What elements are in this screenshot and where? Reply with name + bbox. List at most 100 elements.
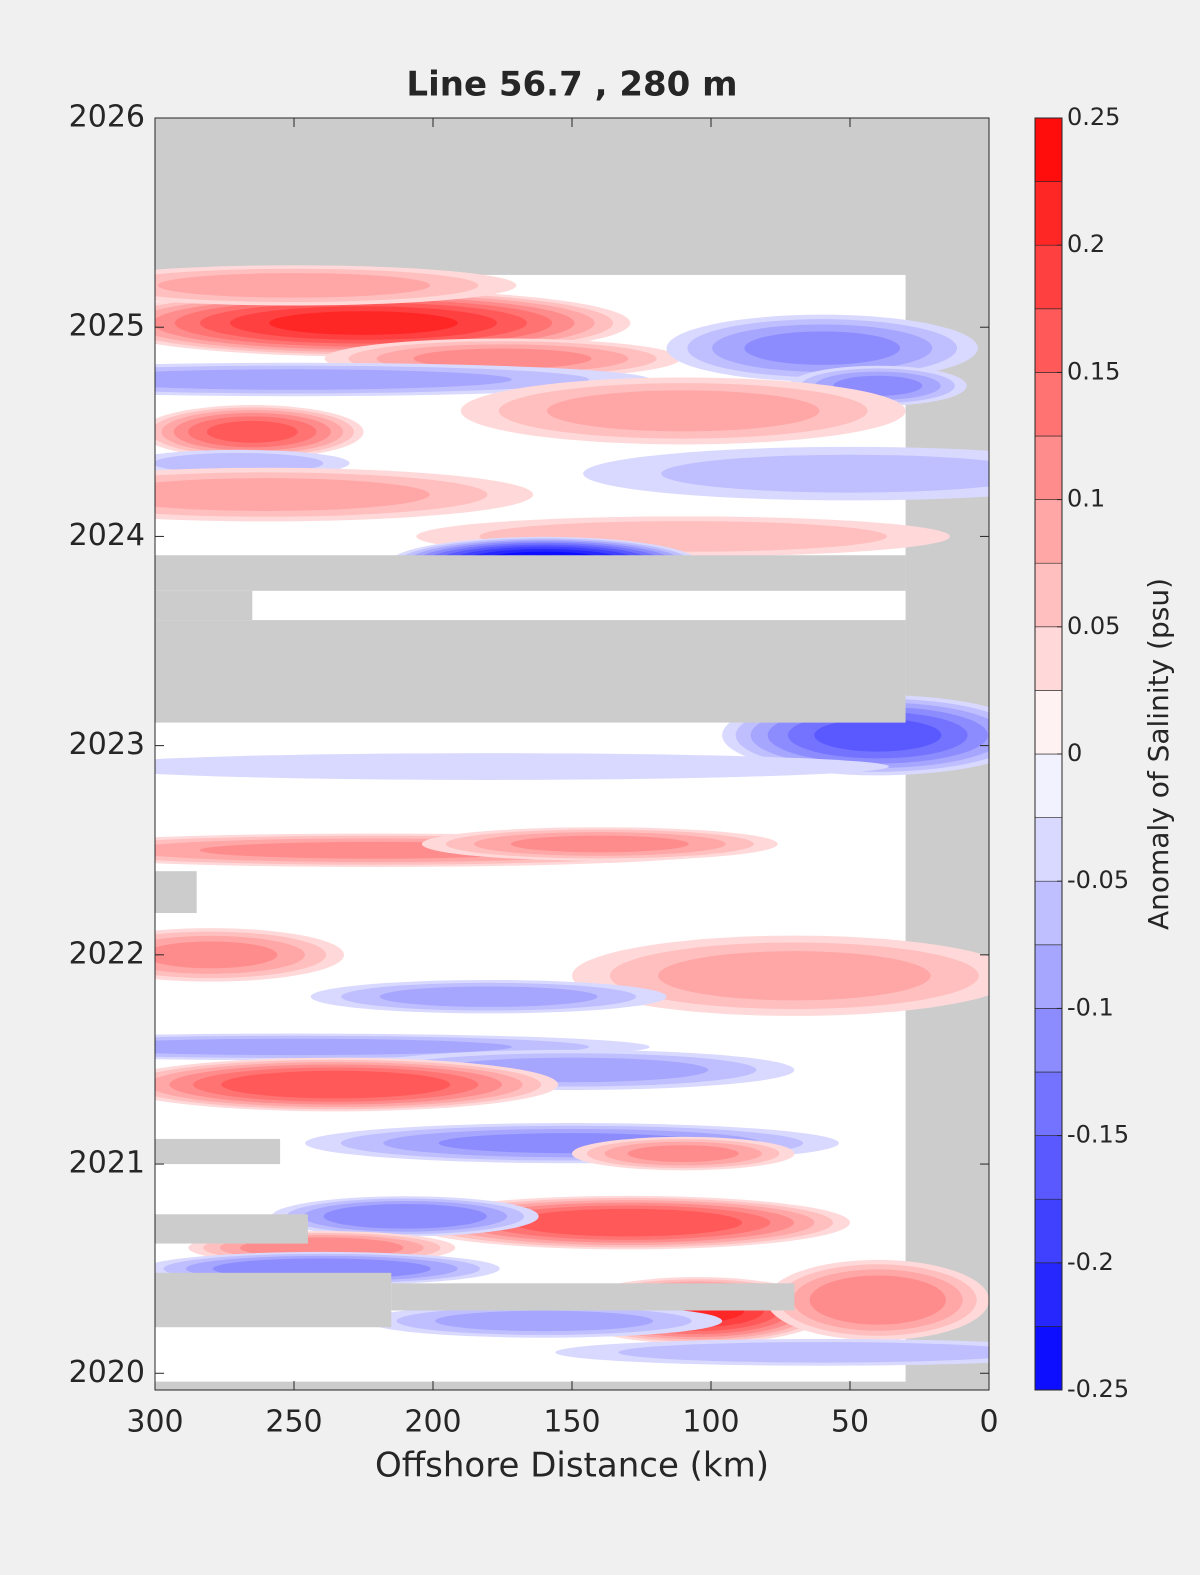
contour-band: [413, 348, 592, 369]
contour-band: [513, 1208, 743, 1237]
colorbar-band: [1034, 244, 1063, 310]
colorbar-tick-label: 0.1: [1067, 485, 1105, 513]
anomaly-feature: [155, 265, 517, 306]
colorbar-band: [1034, 880, 1063, 946]
x-tick-label: 250: [265, 1405, 322, 1440]
x-tick-label: 100: [682, 1405, 739, 1440]
y-tick-label: 2021: [69, 1146, 145, 1181]
y-tick-label: 2026: [69, 100, 145, 135]
colorbar-band: [1034, 690, 1063, 755]
colorbar-tick-label: -0.25: [1067, 1375, 1129, 1403]
anomaly-feature: [555, 1338, 989, 1366]
colorbar-band: [1034, 817, 1063, 882]
colorbar-tick-label: -0.15: [1067, 1121, 1129, 1149]
anomaly-feature: [155, 405, 364, 459]
y-tick-label: 2020: [69, 1355, 145, 1390]
colorbar-band: [1034, 1071, 1063, 1136]
contour-band: [155, 753, 889, 780]
colorbar-band: [1034, 626, 1063, 691]
x-tick-label: 0: [979, 1405, 998, 1440]
colorbar-band: [1034, 308, 1063, 373]
colorbar-band: [1034, 372, 1063, 437]
anomaly-feature: [155, 467, 533, 522]
contour-band: [627, 1145, 739, 1162]
missing-region: [155, 1214, 308, 1244]
y-tick-label: 2022: [69, 936, 145, 971]
anomaly-feature: [572, 935, 989, 1016]
anomaly-feature: [572, 1136, 795, 1171]
missing-region: [155, 871, 197, 913]
axes: 300 250 200 150 100 50 0 2020 2021 2022 2023 2024 20…: [69, 100, 999, 1440]
anomaly-feature: [366, 1304, 723, 1338]
colorbar-band: [1034, 1326, 1063, 1391]
contour-band: [809, 1275, 946, 1325]
anomaly-feature: [155, 289, 631, 357]
contour-band: [510, 835, 689, 853]
contour-band: [323, 1204, 487, 1229]
colorbar-tick-label: -0.05: [1067, 866, 1129, 894]
colorbar-band: [1034, 117, 1063, 182]
colorbar-band: [1034, 562, 1063, 628]
contour-band: [206, 420, 298, 443]
contour-band: [379, 986, 598, 1007]
contour-band: [221, 1070, 451, 1099]
missing-region: [155, 1272, 392, 1328]
colorbar-band: [1034, 1262, 1063, 1327]
x-tick-label: 50: [831, 1405, 869, 1440]
colorbar-tick-label: -0.1: [1067, 993, 1114, 1021]
colorbar-tick-label: 0.25: [1067, 103, 1120, 131]
colorbar-band: [1034, 1008, 1063, 1073]
contour-band: [157, 273, 431, 298]
anomaly-feature: [666, 314, 978, 382]
contour-band: [155, 478, 430, 511]
colorbar-tick-label: 0.05: [1067, 612, 1120, 640]
colorbar-tick-label: 0: [1067, 739, 1082, 767]
y-tick-label: 2025: [69, 309, 145, 344]
colorbar-band: [1034, 753, 1063, 818]
contour-band: [435, 1310, 654, 1332]
contour-band: [744, 331, 901, 365]
x-tick-label: 150: [543, 1405, 600, 1440]
colorbar-band: [1034, 499, 1063, 564]
contour-band: [269, 311, 458, 335]
x-axis-label: Offshore Distance (km): [375, 1446, 769, 1486]
contour-band: [155, 369, 512, 390]
missing-region: [155, 620, 906, 723]
y-tick-label: 2023: [69, 727, 145, 762]
contour-band: [547, 390, 820, 432]
anomaly-feature: [155, 928, 344, 982]
contour-band: [618, 1342, 989, 1363]
colorbar-label: Anomaly of Salinity (psu): [1142, 578, 1175, 930]
anomaly-feature: [271, 1196, 539, 1237]
missing-region: [155, 555, 906, 591]
anomaly-feature: [155, 1057, 559, 1112]
colorbar-band: [1034, 181, 1063, 246]
chart-title: Line 56.7 , 280 m: [406, 65, 737, 105]
anomaly-feature: [766, 1259, 989, 1341]
colorbar: 0.25 0.2 0.15 0.1 0.05 0 -0.05 -0.1 -0.15 -0.2 -0.…: [1034, 103, 1129, 1403]
colorbar-tick-label: -0.2: [1067, 1248, 1114, 1276]
anomaly-feature: [310, 979, 667, 1014]
plot-area: [155, 118, 989, 1390]
colorbar-tick-label: 0.2: [1067, 230, 1105, 258]
contour-band: [155, 1038, 512, 1056]
contour-band: [658, 951, 931, 1001]
missing-region: [391, 1283, 795, 1311]
anomaly-feature: [421, 827, 778, 861]
colorbar-band: [1034, 1135, 1063, 1200]
missing-region: [155, 1138, 281, 1165]
y-tick-label: 2024: [69, 518, 145, 553]
colorbar-band: [1034, 944, 1063, 1009]
x-tick-label: 200: [404, 1405, 461, 1440]
x-tick-label: 300: [126, 1405, 183, 1440]
anomaly-feature: [583, 446, 989, 501]
missing-region: [155, 590, 253, 621]
anomaly-feature: [155, 753, 889, 780]
anomaly-feature: [460, 377, 906, 445]
contour-band: [155, 941, 278, 969]
colorbar-band: [1034, 435, 1063, 500]
colorbar-band: [1034, 1198, 1063, 1264]
contour-band: [661, 454, 989, 493]
